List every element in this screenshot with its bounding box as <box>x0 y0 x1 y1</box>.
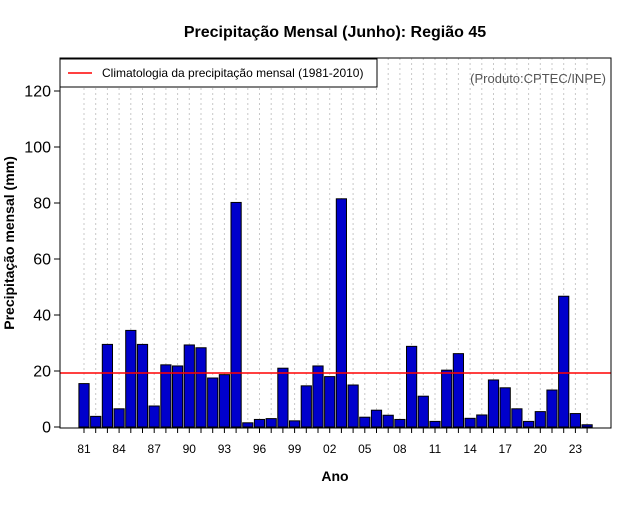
bar <box>277 367 289 428</box>
y-tick-label: 120 <box>24 84 51 101</box>
x-tick-label: 99 <box>288 442 302 456</box>
bar <box>394 418 406 428</box>
y-axis: 0 20 40 60 80 100 120 <box>24 84 60 437</box>
bar <box>90 415 102 428</box>
bar <box>300 385 312 428</box>
x-tick-label: 81 <box>77 442 91 456</box>
bar <box>429 420 441 428</box>
x-tick-label: 90 <box>183 442 197 456</box>
x-tick-label: 87 <box>148 442 162 456</box>
bar <box>370 409 383 428</box>
x-tick-label: 96 <box>253 442 267 456</box>
bar <box>558 295 570 428</box>
bar <box>172 365 184 428</box>
y-tick-label: 0 <box>42 420 51 437</box>
y-tick-label: 40 <box>33 308 51 325</box>
bar <box>218 374 231 428</box>
bar <box>230 201 242 428</box>
y-axis-title: Precipitação mensal (mm) <box>1 156 17 330</box>
bar <box>441 369 453 428</box>
bar <box>113 408 125 428</box>
bar <box>335 198 347 428</box>
bar <box>569 413 581 428</box>
chart-title: Precipitação Mensal (Junho): Região 45 <box>184 24 486 41</box>
x-tick-label: 08 <box>393 442 407 456</box>
bar <box>347 384 359 428</box>
x-tick-label: 17 <box>499 442 513 456</box>
bar <box>324 376 336 428</box>
bar <box>359 416 371 428</box>
x-axis-title: Ano <box>321 468 348 484</box>
bar <box>265 418 277 428</box>
x-axis: 81 84 87 90 93 96 99 02 05 08 11 14 17 20 23 <box>77 428 588 456</box>
x-tick-label: 23 <box>569 442 583 456</box>
x-tick-label: 02 <box>323 442 337 456</box>
grid <box>83 58 588 428</box>
x-tick-label: 20 <box>534 442 548 456</box>
bar <box>581 424 593 428</box>
credit-text: (Produto:CPTEC/INPE) <box>470 71 606 86</box>
y-tick-label: 100 <box>24 140 51 157</box>
plot-frame <box>59 57 612 429</box>
bar <box>101 343 114 428</box>
bar <box>406 345 418 428</box>
legend: Climatologia da precipitação mensal (198… <box>59 58 378 88</box>
bar <box>546 389 558 428</box>
bar <box>160 364 172 428</box>
bar <box>464 417 476 428</box>
bar <box>207 377 219 428</box>
bar <box>499 387 511 428</box>
legend-box <box>59 58 378 88</box>
bar <box>382 414 394 428</box>
bar <box>452 353 464 428</box>
bar <box>523 420 535 428</box>
bar <box>289 420 301 428</box>
bar <box>534 411 546 428</box>
bar <box>183 344 195 428</box>
bar <box>136 343 149 428</box>
x-tick-label: 11 <box>429 442 442 456</box>
x-tick-label: 14 <box>463 442 477 456</box>
bar <box>487 379 500 428</box>
bar <box>148 405 160 428</box>
bar <box>511 408 523 428</box>
bar <box>78 383 90 428</box>
bar <box>417 395 429 428</box>
y-tick-label: 80 <box>33 196 51 213</box>
y-tick-label: 20 <box>33 364 51 381</box>
x-tick-label: 05 <box>358 442 372 456</box>
bar <box>195 347 207 428</box>
bar <box>476 414 488 428</box>
x-tick-label: 93 <box>218 442 232 456</box>
bar <box>242 422 254 428</box>
bar <box>312 365 324 428</box>
y-tick-label: 60 <box>33 252 51 269</box>
bars <box>78 198 593 428</box>
bar <box>125 329 137 428</box>
x-tick-label: 84 <box>112 442 126 456</box>
bar <box>253 418 266 428</box>
legend-label: Climatologia da precipitação mensal (198… <box>102 66 363 80</box>
